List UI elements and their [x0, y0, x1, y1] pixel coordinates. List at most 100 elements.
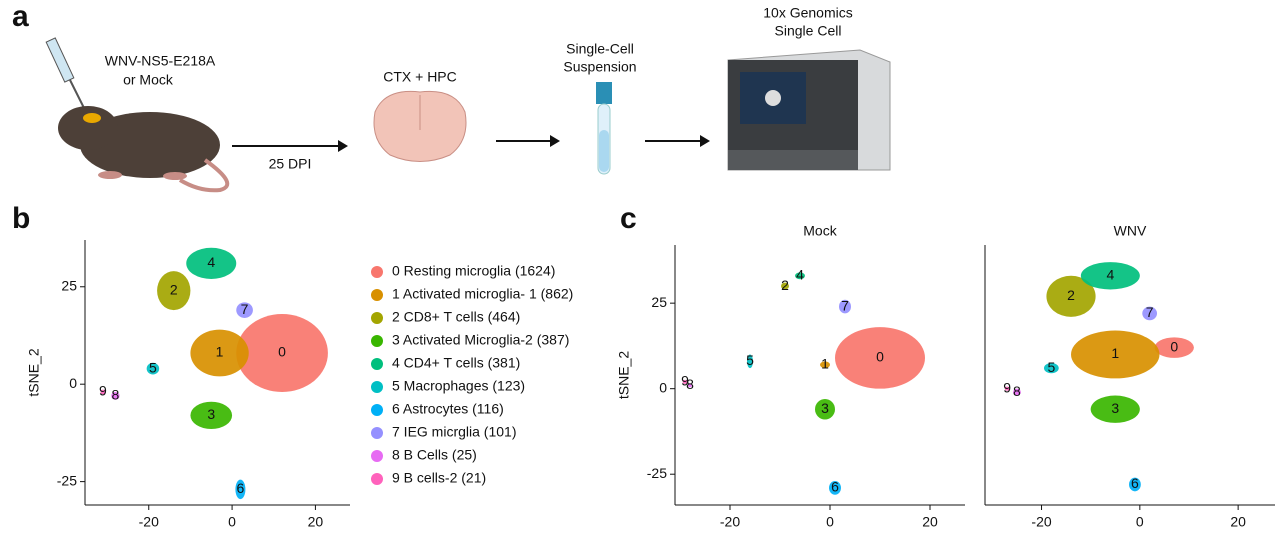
x-tick-label: 20 [922, 514, 938, 530]
cluster-label: 7 [241, 301, 249, 317]
instrument-icon [727, 49, 891, 171]
cell-cluster [839, 299, 851, 314]
y-tick-label: 25 [61, 277, 77, 293]
cluster-label: 1 [216, 344, 224, 360]
legend-swatch [371, 289, 383, 301]
cluster-label: 0 [278, 344, 286, 360]
cell-cluster [815, 398, 835, 420]
chart-title: Mock [803, 223, 837, 239]
cell-cluster [1080, 262, 1140, 290]
y-tick-label: -25 [57, 472, 77, 488]
cell-cluster [190, 401, 233, 430]
cell-cluster [111, 391, 120, 400]
tube-icon [596, 82, 612, 175]
arrow-head [338, 140, 348, 152]
chart-title: WNV [1114, 223, 1147, 239]
suspension-label: Single-Cell [566, 41, 634, 57]
cell-cluster [1071, 330, 1160, 379]
cell-cluster [1090, 395, 1140, 423]
cell-cluster [146, 362, 160, 375]
y-tick-label: 0 [69, 375, 77, 391]
y-axis-label: tSNE_2 [26, 348, 42, 396]
cell-cluster [236, 302, 253, 318]
suspension-label: Suspension [563, 59, 636, 75]
cluster-label: 9 [99, 383, 107, 399]
y-tick-label: 25 [651, 294, 667, 310]
legend-swatch [371, 358, 383, 370]
legend-label: 0 Resting microglia (1624) [392, 263, 555, 279]
panel-letter: b [12, 202, 30, 235]
cluster-label: 6 [831, 479, 839, 495]
y-axis-label: tSNE_2 [616, 351, 632, 399]
x-tick-label: -20 [720, 514, 740, 530]
legend-label: 2 CD8+ T cells (464) [392, 309, 520, 325]
cell-cluster [236, 314, 328, 392]
injection-label: or Mock [123, 72, 174, 88]
legend-swatch [371, 473, 383, 485]
cell-cluster [235, 479, 246, 500]
y-tick-label: -25 [647, 465, 667, 481]
platform-label: 10x Genomics [763, 5, 852, 21]
cluster-label: 8 [112, 387, 120, 403]
platform-label: Single Cell [775, 23, 842, 39]
legend-swatch [371, 266, 383, 278]
cell-cluster [157, 271, 191, 311]
x-tick-label: 0 [826, 514, 834, 530]
cell-cluster [1142, 306, 1158, 321]
cluster-label: 6 [1131, 475, 1139, 491]
legend-swatch [371, 427, 383, 439]
legend-label: 6 Astrocytes (116) [392, 401, 504, 417]
cell-cluster [1154, 337, 1194, 358]
cluster-label: 4 [207, 254, 215, 270]
x-tick-label: -20 [1031, 514, 1051, 530]
x-tick-label: 20 [308, 514, 324, 530]
cell-cluster [186, 247, 237, 279]
cell-cluster [1004, 386, 1010, 391]
legend-label: 3 Activated Microglia-2 (387) [392, 332, 569, 348]
cluster-label: 3 [207, 406, 215, 422]
cluster-label: 0 [1170, 338, 1178, 354]
x-tick-label: -20 [139, 514, 159, 530]
cell-cluster [190, 329, 249, 377]
cell-cluster [682, 379, 688, 384]
y-tick-label: 0 [659, 379, 667, 395]
x-tick-label: 20 [1230, 514, 1246, 530]
cluster-label: 9 [681, 373, 689, 389]
legend-label: 9 B cells-2 (21) [392, 470, 486, 486]
cluster-label: 1 [1111, 345, 1119, 361]
time-label: 25 DPI [269, 156, 312, 172]
arrow-head [700, 135, 710, 147]
x-tick-label: 0 [228, 514, 236, 530]
cluster-label: 3 [1111, 400, 1119, 416]
cluster-label: 8 [686, 376, 694, 392]
cell-cluster [829, 481, 841, 495]
legend-swatch [371, 312, 383, 324]
cell-cluster [747, 354, 753, 369]
legend-label: 7 IEG micrglia (101) [392, 424, 516, 440]
cluster-label: 5 [746, 352, 754, 368]
cluster-label: 5 [1047, 359, 1055, 375]
panel-a: a WNV-NS5-E218A or Mock 25 DPI CTX + HPC… [12, 0, 891, 193]
panel-letter: c [620, 202, 637, 235]
cell-cluster [795, 272, 805, 280]
region-label: CTX + HPC [383, 69, 457, 85]
brain-icon [373, 90, 467, 162]
syringe-icon [45, 37, 85, 109]
cluster-label: 2 [1067, 287, 1075, 303]
cluster-label: 4 [1106, 266, 1114, 282]
injection-label: WNV-NS5-E218A [105, 53, 216, 69]
legend-swatch [371, 335, 383, 347]
cell-cluster [688, 383, 692, 388]
cell-cluster [820, 361, 830, 369]
cell-cluster [1046, 275, 1096, 317]
panel-letter: a [12, 0, 29, 33]
cell-cluster [100, 389, 106, 395]
legend-label: 5 Macrophages (123) [392, 378, 525, 394]
cluster-label: 9 [1003, 379, 1011, 395]
cluster-label: 0 [876, 349, 884, 365]
cell-cluster [1013, 388, 1021, 396]
cluster-label: 5 [149, 359, 157, 375]
x-tick-label: 0 [1136, 514, 1144, 530]
cluster-label: 7 [841, 297, 849, 313]
